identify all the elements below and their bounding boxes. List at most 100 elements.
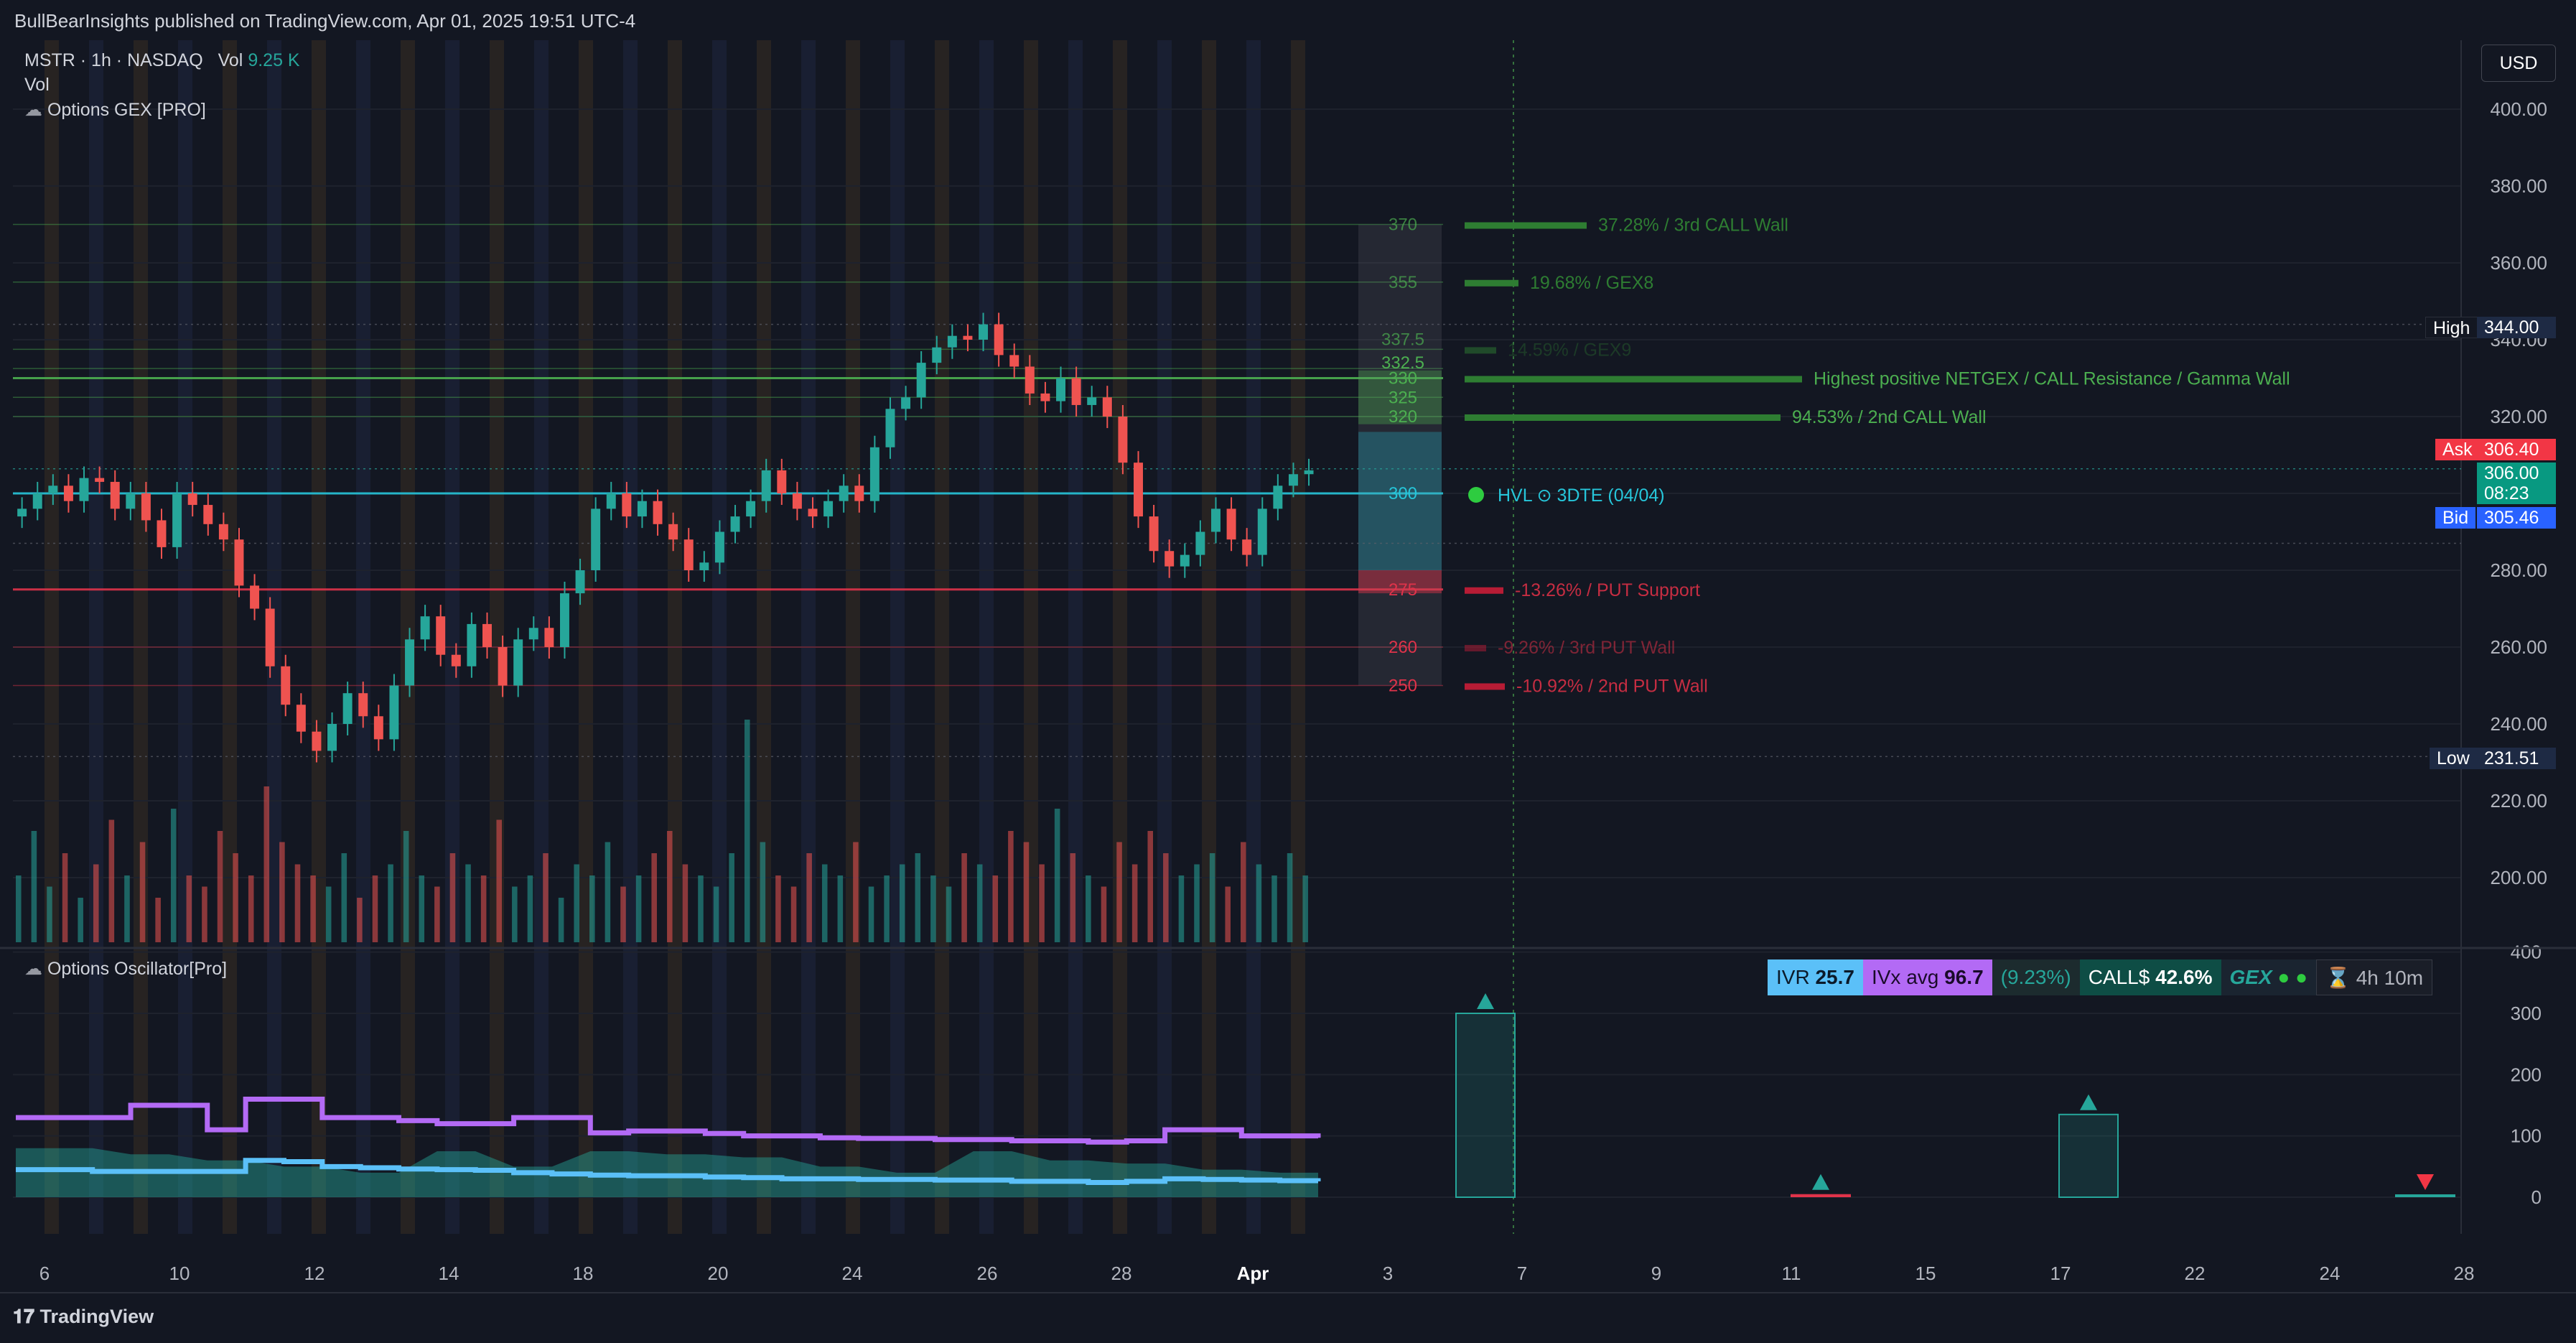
candle <box>281 666 291 705</box>
candle <box>234 539 244 586</box>
candle <box>1195 531 1205 555</box>
high-label: High <box>2425 317 2478 338</box>
volume-bar <box>1147 831 1154 942</box>
time-tick-label: 22 <box>2185 1263 2206 1284</box>
change-cell: (9.23%) <box>1992 959 2080 995</box>
session-band <box>579 40 593 1234</box>
volume-bar <box>217 831 223 942</box>
volume-bar <box>760 842 766 942</box>
candle <box>699 562 709 570</box>
candle <box>1273 485 1283 509</box>
volume-bar <box>1241 842 1246 942</box>
candle <box>95 478 105 482</box>
volume-bar <box>419 875 425 942</box>
time-tick-label: 3 <box>1383 1263 1393 1284</box>
volume-bar <box>357 898 363 942</box>
volume-bar <box>605 842 611 942</box>
session-band <box>134 40 148 1234</box>
vol-indicator-legend[interactable]: Vol <box>24 75 50 95</box>
candle <box>746 501 756 517</box>
oscillator-bar <box>1791 1194 1851 1197</box>
candle <box>250 585 260 609</box>
volume-bar <box>403 831 409 942</box>
time-tick-label: 15 <box>1915 1263 1936 1284</box>
time-tick-label: 17 <box>2050 1263 2071 1284</box>
bar-countdown: 08:23 <box>2477 483 2556 504</box>
indicator-icon: ☁ <box>24 100 42 120</box>
strike-level-label: 260 <box>1389 638 1417 657</box>
gex-bar <box>1465 279 1518 287</box>
time-tick-label: 26 <box>977 1263 998 1284</box>
candle <box>296 705 306 732</box>
volume-bar <box>78 898 83 942</box>
time-tick-label: 6 <box>39 1263 50 1284</box>
hvl-label: HVL ⊙ 3DTE (04/04) <box>1498 485 1665 506</box>
session-band <box>1157 40 1172 1234</box>
gex-level-label: 37.28% / 3rd CALL Wall <box>1598 215 1788 236</box>
volume-bar <box>186 875 192 942</box>
volume-bar <box>279 842 285 942</box>
volume-bar <box>558 898 564 942</box>
candle <box>110 481 120 509</box>
hvl-dot-icon <box>1468 487 1484 503</box>
candle <box>1149 516 1159 552</box>
candle <box>451 654 461 666</box>
volume-bar <box>946 886 952 942</box>
session-band <box>890 40 905 1234</box>
session-band <box>1113 40 1127 1234</box>
low-label: Low <box>2430 748 2477 769</box>
candle <box>157 520 167 547</box>
volume-bar <box>1008 831 1014 942</box>
price-tick-label: 280.00 <box>2490 559 2547 581</box>
session-band <box>935 40 949 1234</box>
currency-button[interactable]: USD <box>2481 45 2556 82</box>
strike-level-label: 325 <box>1389 388 1417 407</box>
volume-value: 9.25 K <box>248 50 300 70</box>
candle <box>172 493 182 547</box>
ivr-cell: IVR 25.7 <box>1768 959 1863 995</box>
oscillator-legend[interactable]: ☁ Options Oscillator[Pro] <box>24 958 227 980</box>
strike-level-label: 320 <box>1389 407 1417 427</box>
volume-bar <box>915 853 921 942</box>
candle <box>1304 470 1314 475</box>
tradingview-logo[interactable]: 𝟏𝟕 TradingView <box>13 1306 154 1327</box>
candle <box>141 493 151 521</box>
volume-bar <box>853 842 859 942</box>
volume-bar <box>527 875 533 942</box>
candle <box>79 478 89 501</box>
gex-indicator-legend[interactable]: ☁ Options GEX [PRO] <box>24 99 206 121</box>
oscillator-tick-label: 0 <box>2531 1186 2542 1208</box>
time-tick-label: 12 <box>304 1263 325 1284</box>
call-zone <box>1358 370 1442 424</box>
candle <box>48 485 58 493</box>
volume-bar <box>635 875 642 942</box>
strike-level-label: 370 <box>1389 215 1417 235</box>
volume-bar <box>1131 864 1138 942</box>
candle <box>1165 551 1175 567</box>
volume-bar <box>868 886 874 942</box>
symbol-legend[interactable]: MSTR · 1h · NASDAQ Vol 9.25 K <box>24 50 300 71</box>
volume-label: Vol <box>218 50 243 70</box>
volume-bar <box>884 875 890 942</box>
candle <box>730 516 740 532</box>
candle <box>885 409 895 447</box>
gex-level-label: 94.53% / 2nd CALL Wall <box>1792 407 1987 427</box>
candle <box>1009 355 1019 367</box>
session-band <box>312 40 326 1234</box>
volume-bar <box>248 875 254 942</box>
candle <box>963 335 973 340</box>
candle <box>467 623 477 666</box>
candle <box>1288 474 1298 486</box>
chart-background <box>0 40 2576 1343</box>
time-tick-label: 14 <box>439 1263 459 1284</box>
session-band <box>623 40 638 1234</box>
oscillator-tick-label: 200 <box>2511 1064 2542 1085</box>
volume-bar <box>713 886 719 942</box>
session-band <box>490 40 504 1234</box>
volume-bar <box>480 875 487 942</box>
timer-cell: ⌛ 4h 10m <box>2316 959 2433 995</box>
volume-bar <box>1194 864 1200 942</box>
session-band <box>846 40 860 1234</box>
gex-bar <box>1465 587 1503 594</box>
